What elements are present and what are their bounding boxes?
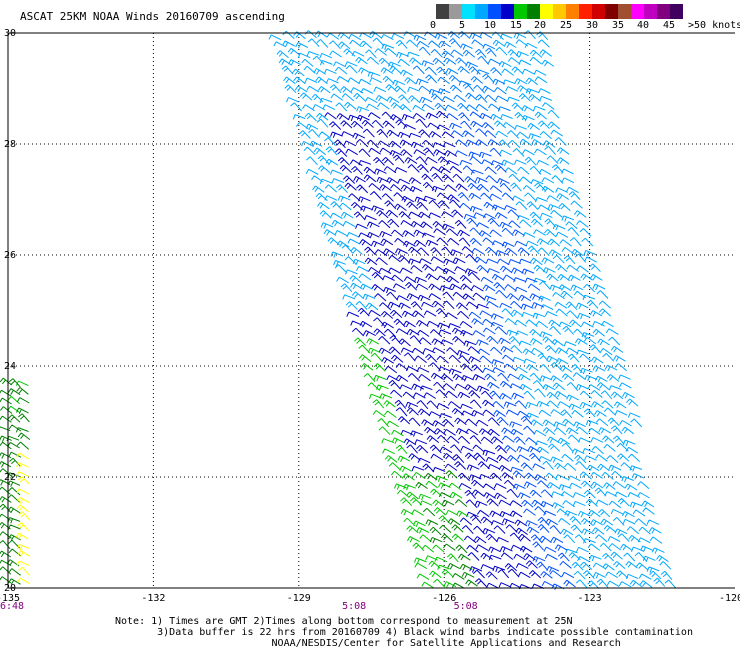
colorbar-swatch — [462, 4, 475, 19]
colorbar-swatch — [631, 4, 644, 19]
wind-barb-group — [15, 452, 31, 585]
colorbar-swatch — [657, 4, 670, 19]
colorbar-swatch — [592, 4, 605, 19]
wind-speed-colorbar — [436, 4, 683, 19]
colorbar-label-20: 20 — [534, 20, 547, 31]
lat-tick-30n: 30 — [4, 28, 16, 39]
lon-tick-132w: -132 — [141, 593, 165, 604]
lat-tick-22n: 22 — [4, 472, 16, 483]
wind-barb-group — [268, 30, 677, 589]
colorbar-label-15: 15 — [510, 20, 523, 31]
colorbar-swatch — [566, 4, 579, 19]
wind-barb-group — [412, 31, 511, 112]
longitude-tick-labels: -135 -132 -129 -126 -123 -120 — [0, 593, 740, 604]
time-label-2: 5:08 — [342, 601, 366, 612]
colorbar-swatch — [488, 4, 501, 19]
wind-barb-group — [0, 377, 478, 589]
wind-barbs — [0, 30, 677, 590]
colorbar-swatch — [644, 4, 657, 19]
colorbar-label-25: 25 — [560, 20, 573, 31]
colorbar-swatch — [449, 4, 462, 19]
lat-tick-24n: 24 — [4, 361, 16, 372]
colorbar-label-30: 30 — [586, 20, 599, 31]
lon-tick-123w: -123 — [578, 593, 602, 604]
lon-tick-120w: -120 — [719, 593, 740, 604]
time-label-1: 6:48 — [0, 601, 24, 612]
lat-tick-28n: 28 — [4, 139, 16, 150]
colorbar-label-35: 35 — [612, 20, 625, 31]
colorbar-label-0: 0 — [430, 20, 437, 31]
footnote: Note: 1) Times are GMT 2)Times along bot… — [115, 616, 693, 649]
colorbar-label-10: 10 — [484, 20, 497, 31]
colorbar-label-40: 40 — [637, 20, 650, 31]
lon-tick-129w: -129 — [287, 593, 311, 604]
colorbar-swatch — [514, 4, 527, 19]
wind-barb-group — [324, 110, 545, 590]
colorbar-label-45: 45 — [663, 20, 676, 31]
lon-tick-135w: -135 — [0, 593, 20, 604]
note-line-3: NOAA/NESDIS/Center for Satellite Applica… — [115, 638, 621, 649]
colorbar-swatch — [605, 4, 618, 19]
colorbar-swatch — [436, 4, 449, 19]
wind-barb-group — [445, 111, 576, 590]
wind-barb-group — [7, 337, 469, 589]
latitude-tick-labels: 30 28 26 24 22 20 — [4, 28, 16, 594]
colorbar-swatch — [527, 4, 540, 19]
colorbar-label-5: 5 — [459, 20, 466, 31]
colorbar-swatch — [540, 4, 553, 19]
note-line-2: 3)Data buffer is 22 hrs from 20160709 4)… — [115, 627, 693, 638]
colorbar-swatch — [579, 4, 592, 19]
lat-tick-26n: 26 — [4, 250, 16, 261]
note-line-1: Note: 1) Times are GMT 2)Times along bot… — [115, 616, 573, 627]
map-frame — [7, 32, 735, 589]
time-label-3: 5:08 — [454, 601, 478, 612]
colorbar-labels: 0 5 10 15 20 25 30 35 40 45 >50 knots — [430, 20, 740, 32]
colorbar-swatch — [553, 4, 566, 19]
colorbar-swatch — [670, 4, 683, 19]
pass-time-labels: 6:48 5:08 5:08 — [0, 601, 478, 612]
colorbar-swatch — [618, 4, 631, 19]
colorbar-label-50-plus: >50 knots — [688, 20, 740, 31]
chart-title: ASCAT 25KM NOAA Winds 20160709 ascending — [20, 10, 285, 23]
gridlines — [8, 33, 735, 588]
lat-tick-20n: 20 — [4, 583, 16, 594]
colorbar-swatch — [475, 4, 488, 19]
lon-tick-126w: -126 — [432, 593, 456, 604]
colorbar-swatch — [501, 4, 514, 19]
